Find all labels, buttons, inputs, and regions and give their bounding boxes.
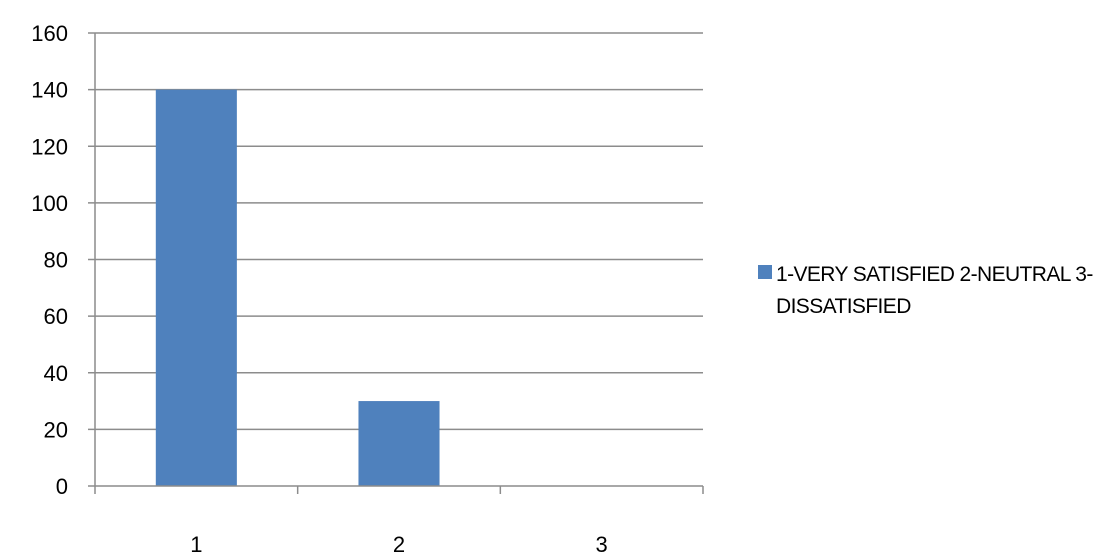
y-tick-label-120: 120 xyxy=(31,134,68,159)
x-tick-label-3: 3 xyxy=(596,532,608,557)
x-tick-labels: 1 2 3 xyxy=(190,532,608,557)
y-tick-label-80: 80 xyxy=(44,248,68,273)
legend-label: 1-VERY SATISFIED 2-NEUTRAL 3-DISSATISFIE… xyxy=(776,263,1093,318)
y-tick-label-0: 0 xyxy=(56,474,68,499)
y-tick-label-20: 20 xyxy=(44,417,68,442)
y-tick-label-40: 40 xyxy=(44,361,68,386)
x-tick-label-2: 2 xyxy=(393,532,405,557)
bar-1 xyxy=(155,89,237,486)
bar-chart: 0 20 40 60 80 100 120 140 160 1 2 3 xyxy=(31,21,704,557)
y-tick-labels: 0 20 40 60 80 100 120 140 160 xyxy=(31,21,68,499)
y-tick-label-140: 140 xyxy=(31,78,68,103)
y-tick-label-160: 160 xyxy=(31,21,68,46)
legend-swatch xyxy=(758,265,772,279)
bar-2 xyxy=(358,401,440,486)
bars xyxy=(155,89,440,486)
x-tick-label-1: 1 xyxy=(190,532,202,557)
y-tick-label-60: 60 xyxy=(44,304,68,329)
y-tick-label-100: 100 xyxy=(31,191,68,216)
legend: 1-VERY SATISFIED 2-NEUTRAL 3-DISSATISFIE… xyxy=(758,259,1118,323)
axes xyxy=(88,32,704,494)
